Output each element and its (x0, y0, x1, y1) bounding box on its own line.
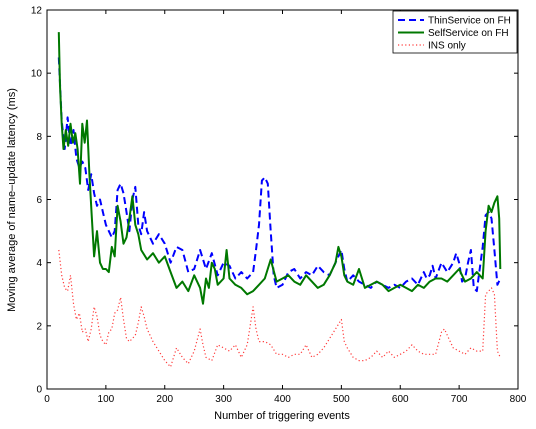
series-line-selfservice-on-fh (57, 32, 502, 305)
x-tick-label: 700 (451, 394, 468, 405)
x-tick-label: 500 (333, 394, 350, 405)
series-line-ins-only (58, 249, 501, 368)
y-tick-label: 6 (36, 195, 42, 206)
axes-layer: 0 100 200 300 400 500 600 700 800 0 2 4 6 8 10 12 (31, 6, 527, 406)
y-tick-label: 8 (36, 132, 42, 143)
series-line-thinservice-on-fh (57, 57, 502, 293)
x-tick-label: 800 (510, 394, 527, 405)
y-axis-label: Moving average of name–update latency (m… (6, 88, 18, 312)
y-tick-label: 12 (31, 6, 43, 17)
x-tick-label: 0 (44, 394, 50, 405)
y-tick-label: 10 (31, 69, 43, 80)
legend-label-ins-only: INS only (428, 41, 466, 52)
legend-label-thinservice-on-fh: ThinService on FH (428, 16, 511, 27)
x-tick-label: 100 (98, 394, 115, 405)
x-tick-label: 600 (392, 394, 409, 405)
legend-label-selfservice-on-fh: SelfService on FH (428, 28, 509, 39)
x-tick-label: 400 (274, 394, 291, 405)
x-axis-label: Number of triggering events (214, 410, 350, 422)
series-layer (57, 32, 502, 368)
x-tick-label: 200 (156, 394, 173, 405)
x-tick-label: 300 (215, 394, 232, 405)
y-tick-label: 4 (36, 258, 42, 269)
y-tick-label: 0 (36, 385, 42, 396)
y-tick-label: 2 (36, 321, 42, 332)
